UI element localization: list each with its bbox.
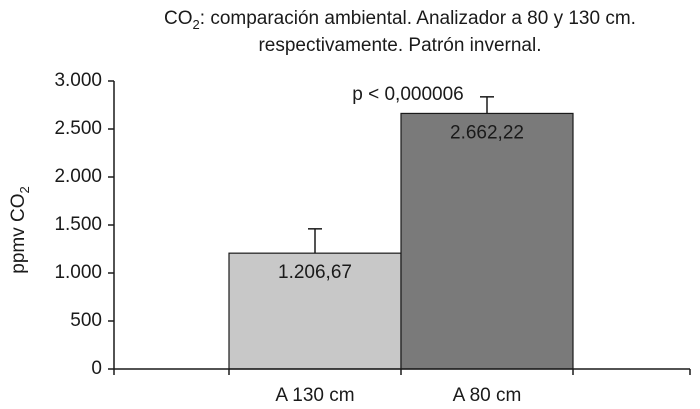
chart-title-prefix: CO [164, 8, 193, 29]
p-value-annotation: p < 0,000006 [352, 84, 463, 105]
y-tick-label-4: 2.000 [54, 166, 102, 187]
y-axis-label-subscript: 2 [17, 186, 32, 193]
chart-title-line-2: respectivamente. Patrón invernal. [258, 35, 541, 56]
chart-title-rest: : comparación ambiental. Analizador a 80… [200, 8, 636, 29]
y-tick-label-3: 1.500 [54, 214, 102, 235]
plot-area: 1.206,67 2.662,22 p < 0,000006 0 500 1.000 1.5… [54, 70, 691, 406]
bar-0 [228, 252, 402, 370]
value-label-0: 1.206,67 [278, 262, 352, 283]
y-axis-label: ppmv CO2 [8, 186, 32, 273]
chart-title: CO2: comparación ambiental. Analizador a… [164, 8, 636, 32]
y-tick-label-2: 1.000 [54, 262, 102, 283]
y-tick-label-6: 3.000 [54, 70, 102, 91]
chart-title-subscript: 2 [193, 17, 200, 32]
bar-1 [400, 112, 574, 370]
value-label-1: 2.662,22 [450, 122, 524, 143]
y-axis-label-prefix: ppmv CO [8, 193, 29, 273]
x-tick-label-0: A 130 cm [275, 385, 354, 406]
y-tick-label-1: 500 [70, 310, 102, 331]
y-tick-label-0: 0 [91, 358, 102, 379]
x-tick-label-1: A 80 cm [453, 385, 522, 406]
y-tick-label-5: 2.500 [54, 118, 102, 139]
